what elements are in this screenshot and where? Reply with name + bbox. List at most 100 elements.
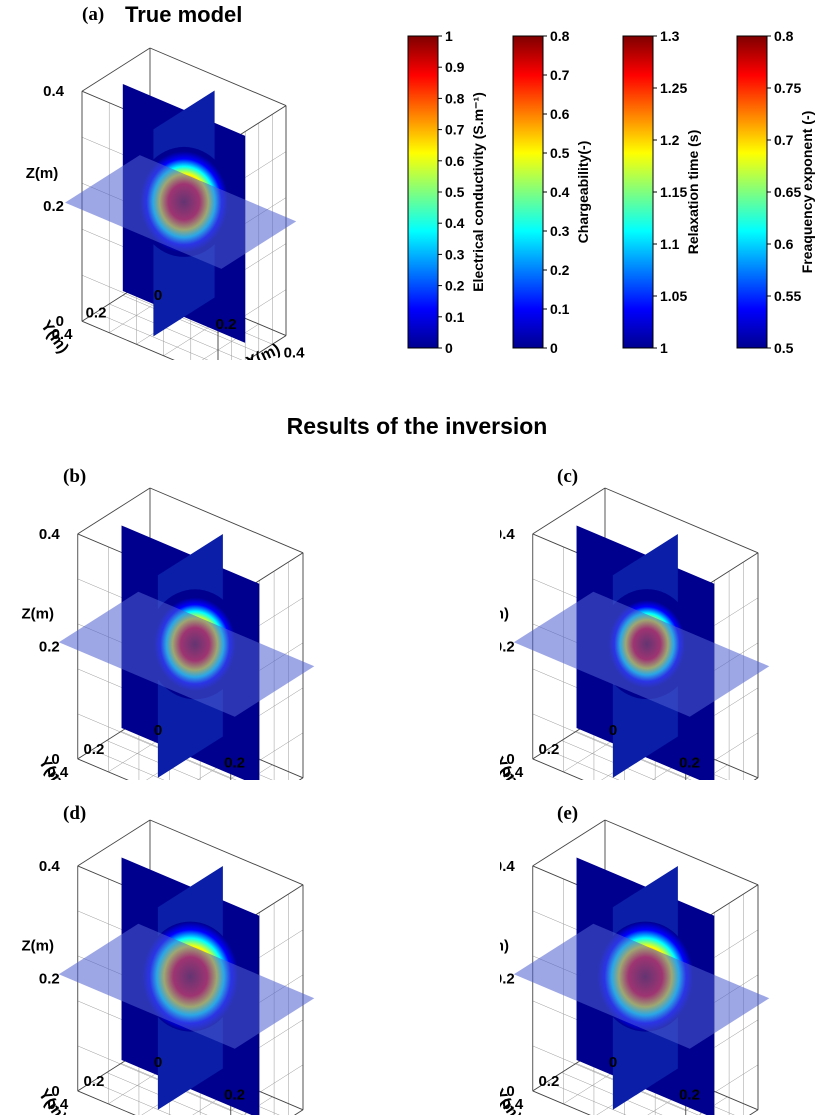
z-tick-label: 0: [51, 751, 59, 768]
z-axis-label: Z(m): [26, 165, 59, 182]
colorbar-tick-label: 0.5: [774, 340, 794, 356]
z-axis-label: Z(m): [22, 937, 55, 954]
z-tick-label: 0.4: [500, 526, 515, 543]
z-tick-label: 0.2: [39, 638, 60, 655]
colorbar-2: 0.8 0.7 0.6 0.5 0.4 0.3 0.2 0.1 0 Chargeability(-…: [512, 28, 591, 356]
z-tick-label: 0.4: [43, 83, 65, 100]
colorbar-tick-label: 0.1: [550, 301, 570, 317]
axis-labels: 00.20.4Z(m)0.20.4Y(m)00.20.4X(m): [22, 858, 295, 1115]
colorbar-tick-label: 0: [445, 340, 453, 356]
z-tick-label: 0: [56, 313, 64, 330]
colorbar-gradient: [407, 35, 439, 349]
colorbar-label: Electrical conductivity (S.m⁻¹): [470, 92, 486, 292]
colorbar-tick-label: 0.8: [445, 90, 465, 106]
colorbar-tick-label: 1: [445, 28, 453, 44]
z-axis-label: Z(m): [500, 605, 509, 622]
colorbar-tick-label: 0.6: [445, 153, 465, 169]
colorbar-tick-label: 0.6: [774, 236, 794, 252]
z-tick-label: 0.4: [39, 858, 61, 875]
panel-title-a: True model: [125, 2, 243, 27]
colorbar-tick-label: 0.7: [445, 122, 465, 138]
z-tick-label: 0: [51, 1083, 59, 1100]
axis-labels: 00.20.4Z(m)0.20.4Y(m)00.20.4X(m): [500, 858, 750, 1115]
y-tick-label: 0.2: [86, 305, 107, 322]
y-tick-label: 0.2: [538, 1073, 559, 1090]
z-axis-label: Z(m): [22, 605, 55, 622]
colorbar-tick-label: 0.75: [774, 80, 801, 96]
z-tick-label: 0.2: [43, 198, 64, 215]
colorbar-tick-label: 0.2: [445, 278, 465, 294]
colorbar-label: Freaquency exponent (-): [799, 111, 815, 274]
colorbar-tick-label: 0.5: [550, 145, 570, 161]
panel-label-b: (b): [63, 466, 87, 487]
z-axis-label: Z(m): [500, 937, 509, 954]
x-tick-label: 0.2: [224, 754, 245, 771]
colorbar-tick-label: 0.7: [774, 132, 794, 148]
colorbar-tick-label: 0.9: [445, 59, 465, 75]
colorbar-3: 1.3 1.25 1.2 1.15 1.1 1.05 1 Relaxation time (s…: [622, 28, 701, 356]
x-tick-label: 0: [609, 1054, 617, 1071]
colorbar-label: Relaxation time (s): [685, 130, 701, 254]
colorbar-tick-label: 0.3: [445, 246, 465, 262]
cube-plot-b: 00.20.4Z(m)0.20.4Y(m)00.20.4X(m): [22, 487, 315, 780]
x-tick-label: 0: [609, 722, 617, 739]
panel-label-a: (a): [82, 4, 105, 25]
cube-slices: [513, 857, 770, 1115]
y-tick-label: 0.4: [47, 1096, 69, 1113]
z-tick-label: 0: [506, 1083, 514, 1100]
y-tick-label: 0.4: [52, 326, 74, 343]
colorbar-tick-label: 0: [550, 340, 558, 356]
cube-slices: [513, 525, 770, 780]
z-tick-label: 0.4: [500, 858, 515, 875]
cube-plot-d: 00.20.4Z(m)0.20.4Y(m)00.20.4X(m): [22, 819, 315, 1115]
section-title: Results of the inversion: [286, 413, 548, 439]
cube-slices: [58, 525, 315, 780]
y-tick-label: 0.2: [538, 741, 559, 758]
z-tick-label: 0.2: [500, 970, 515, 987]
colorbar-tick-label: 0.5: [445, 184, 465, 200]
colorbar-group: 1 0.9 0.8 0.7 0.6 0.5 0.4 0.3 0.2 0.1 0 Electrical …: [407, 28, 815, 356]
cube-plot-a: 00.20.4Z(m)0.20.4Y(m)00.20.4X(m): [26, 47, 305, 360]
y-tick-label: 0.4: [502, 764, 524, 780]
cube-plot-c: 00.20.4Z(m)0.20.4Y(m)00.20.4X(m): [500, 487, 770, 780]
y-tick-label: 0.4: [47, 764, 69, 780]
panel-label-d: (d): [63, 803, 87, 824]
colorbar-tick-label: 0.4: [445, 215, 465, 231]
colorbar-tick-label: 1.1: [660, 236, 680, 252]
x-tick-label: 0: [154, 287, 162, 304]
colorbar-tick-label: 1.2: [660, 132, 680, 148]
y-tick-label: 0.2: [83, 741, 104, 758]
colorbar-tick-label: 0.65: [774, 184, 801, 200]
panel-label-c: (c): [557, 466, 579, 487]
colorbar-tick-label: 1.3: [660, 28, 680, 44]
x-tick-label: 0.2: [679, 754, 700, 771]
x-axis-label: X(m): [244, 341, 283, 360]
z-tick-label: 0.2: [39, 970, 60, 987]
x-tick-label: 0.2: [679, 1086, 700, 1103]
x-tick-label: 0: [154, 722, 162, 739]
colorbar-1: 1 0.9 0.8 0.7 0.6 0.5 0.4 0.3 0.2 0.1 0 Electrical …: [407, 28, 486, 356]
colorbar-tick-label: 0.2: [550, 262, 570, 278]
colorbar-tick-label: 0.1: [445, 309, 465, 325]
colorbar-tick-label: 1.05: [660, 288, 687, 304]
colorbar-tick-label: 0.7: [550, 67, 570, 83]
colorbar-4: 0.8 0.75 0.7 0.65 0.6 0.55 0.5 Freaquency expon…: [736, 28, 815, 356]
cube-slices: [58, 857, 315, 1115]
x-tick-label: 0.2: [224, 1086, 245, 1103]
panel-label-e: (e): [557, 803, 579, 824]
y-tick-label: 0.4: [502, 1096, 524, 1113]
z-tick-label: 0.2: [500, 638, 515, 655]
colorbar-tick-label: 0.3: [550, 223, 570, 239]
colorbar-tick-label: 0.4: [550, 184, 570, 200]
y-tick-label: 0.2: [83, 1073, 104, 1090]
cube-plot-e: 00.20.4Z(m)0.20.4Y(m)00.20.4X(m): [500, 819, 770, 1115]
x-tick-label: 0.2: [216, 316, 237, 333]
colorbar-tick-label: 0.6: [550, 106, 570, 122]
colorbar-tick-label: 0.55: [774, 288, 801, 304]
z-tick-label: 0: [506, 751, 514, 768]
colorbar-tick-label: 1.15: [660, 184, 687, 200]
colorbar-tick-label: 0.8: [774, 28, 794, 44]
x-tick-label: 0: [154, 1054, 162, 1071]
z-tick-label: 0.4: [39, 526, 61, 543]
cube-slices: [65, 83, 297, 343]
